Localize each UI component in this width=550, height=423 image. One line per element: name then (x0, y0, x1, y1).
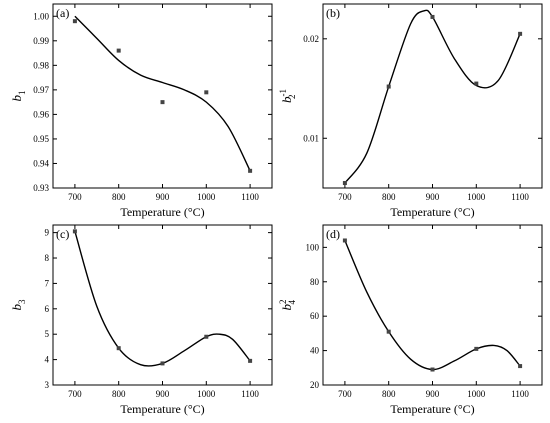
x-axis-title: Temperature (°C) (390, 205, 474, 219)
x-tick-label: 800 (112, 389, 126, 399)
x-tick-label: 1000 (197, 389, 216, 399)
fit-curve (344, 240, 521, 371)
chart-panel-0: 700 800 900 1000 1100 0.93 0.94 0.95 0.96 0.97 0.9… (9, 3, 273, 219)
y-tick-label: 1.00 (33, 11, 49, 21)
chart-panel-3: 700 800 900 1000 1100 20 40 60 80 100 Temperature … (278, 224, 543, 416)
data-point (386, 329, 391, 334)
data-point (248, 168, 253, 173)
y-axis-title-base: b (279, 96, 294, 103)
data-point (160, 100, 165, 105)
y-tick-label: 9 (45, 228, 50, 238)
fit-curve (74, 15, 251, 172)
x-tick-label: 800 (382, 389, 396, 399)
panel-label: (c) (56, 227, 69, 241)
y-axis-title: b1 (9, 91, 27, 102)
data-point (248, 358, 253, 363)
x-tick-label: 700 (338, 192, 352, 202)
y-tick-label: 0.93 (33, 183, 49, 193)
data-point (204, 334, 209, 339)
y-axis-title-sub: 2 (287, 95, 297, 100)
plot-frame (322, 3, 543, 189)
fit-curve (74, 231, 251, 367)
y-axis-title-sup: -1 (278, 89, 288, 97)
plot-frame (52, 224, 273, 386)
y-axis-title-base: b (9, 95, 24, 102)
y-axis-title: b3 (9, 299, 27, 311)
data-point (342, 238, 347, 243)
x-tick-label: 1000 (467, 389, 486, 399)
y-tick-label: 40 (310, 346, 320, 356)
plot-frame (52, 3, 273, 189)
y-tick-label: 7 (45, 278, 50, 288)
data-point (204, 90, 209, 95)
y-tick-label: 0.01 (303, 133, 319, 143)
x-axis-title: Temperature (°C) (120, 205, 204, 219)
y-tick-label: 0.99 (33, 36, 49, 46)
chart-panel-2: 700 800 900 1000 1100 3 4 5 6 7 8 9 Temperature (°C)… (9, 224, 273, 416)
x-tick-label: 700 (338, 389, 352, 399)
y-tick-label: 100 (306, 242, 320, 252)
x-axis-title: Temperature (°C) (390, 402, 474, 416)
x-tick-label: 700 (68, 192, 82, 202)
data-point (342, 181, 347, 186)
y-axis-title-sub: 3 (17, 299, 27, 304)
x-tick-label: 1100 (241, 192, 259, 202)
x-tick-label: 1000 (467, 192, 486, 202)
data-point (518, 364, 523, 369)
chart-panel-1: 700 800 900 1000 1100 0.01 0.02 Temperature (°C… (278, 3, 543, 219)
data-point (72, 229, 77, 234)
data-point (116, 346, 121, 351)
x-tick-label: 1100 (511, 389, 529, 399)
x-tick-label: 800 (112, 192, 126, 202)
y-tick-label: 0.02 (303, 34, 319, 44)
y-tick-label: 8 (45, 253, 50, 263)
x-axis-title: Temperature (°C) (120, 402, 204, 416)
y-tick-label: 0.97 (33, 85, 49, 95)
panel-label: (b) (326, 6, 340, 20)
y-tick-label: 4 (45, 355, 50, 365)
y-axis-title: b-12 (278, 89, 297, 103)
data-point (430, 14, 435, 19)
y-tick-label: 60 (310, 311, 320, 321)
data-point (160, 361, 165, 366)
panel-label: (a) (56, 6, 69, 20)
x-tick-label: 1000 (197, 192, 216, 202)
x-tick-label: 900 (156, 192, 170, 202)
y-tick-label: 0.94 (33, 158, 49, 168)
x-tick-label: 1100 (241, 389, 259, 399)
x-tick-label: 700 (68, 389, 82, 399)
data-point (474, 81, 479, 86)
y-tick-label: 6 (45, 304, 50, 314)
x-tick-label: 900 (156, 389, 170, 399)
x-tick-label: 900 (426, 389, 440, 399)
y-axis-title-base: b (9, 304, 24, 311)
data-point (386, 84, 391, 89)
x-tick-label: 900 (426, 192, 440, 202)
fit-curve (344, 9, 521, 184)
plot-frame (322, 224, 543, 386)
y-tick-label: 3 (45, 380, 50, 390)
data-point (116, 48, 121, 53)
x-tick-label: 1100 (511, 192, 529, 202)
y-tick-label: 0.95 (33, 134, 49, 144)
y-axis-title-sup: 2 (278, 300, 288, 305)
y-axis-title-sub: 4 (287, 300, 297, 305)
data-point (518, 31, 523, 36)
y-tick-label: 5 (45, 329, 50, 339)
data-point (72, 19, 77, 24)
y-axis-title-base: b (279, 304, 294, 311)
y-tick-label: 80 (310, 277, 320, 287)
y-tick-label: 0.98 (33, 60, 49, 70)
y-axis-title-sub: 1 (17, 91, 27, 96)
y-tick-label: 20 (310, 380, 320, 390)
data-point (430, 367, 435, 372)
x-tick-label: 800 (382, 192, 396, 202)
panel-label: (d) (326, 227, 340, 241)
data-point (474, 346, 479, 351)
y-axis-title: b24 (278, 300, 297, 311)
y-tick-label: 0.96 (33, 109, 49, 119)
